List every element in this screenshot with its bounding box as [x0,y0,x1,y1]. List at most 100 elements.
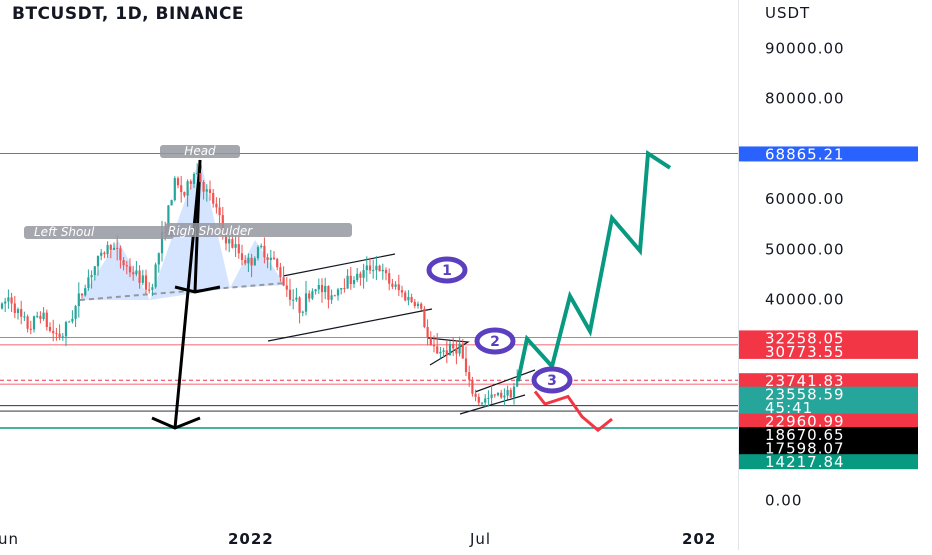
candle-body-8 [26,316,29,329]
candle-body-34 [109,245,112,250]
horizontal-levels [0,153,738,429]
price-marker-label-2: 30773.55 [765,343,845,361]
candlestick-series [0,163,519,408]
candle-body-123 [394,284,397,287]
candle-body-41 [132,272,135,275]
candle-body-144 [461,343,464,359]
candle-body-81 [260,245,263,248]
right-shoulder-label: Righ Shoulder [168,224,253,238]
candle-body-20 [64,322,68,337]
candle-body-125 [400,290,404,293]
candle-body-108 [346,275,349,289]
bearish-projection [533,390,613,433]
candle-body-31 [100,252,103,256]
candle-body-122 [391,283,394,287]
candle-body-26 [84,288,87,296]
candle-body-16 [52,330,55,334]
candle-body-86 [276,258,279,268]
candle-body-136 [436,346,439,354]
candle-body-29 [93,266,96,276]
candle-body-40 [128,266,132,273]
price-marker-box-5 [738,400,918,416]
price-marker-box-6 [738,413,918,429]
candle-body-5 [16,309,20,313]
candle-body-99 [317,285,320,290]
candle-body-36 [116,247,119,249]
candle-body-79 [253,258,256,266]
candle-body-30 [96,255,100,267]
time-axis[interactable]: un 2022 Jul 202 [0,530,716,548]
candle-body-119 [381,269,384,272]
candle-body-140 [448,343,452,356]
wave-3-label: 3 [547,373,557,389]
candle-body-57 [183,192,186,196]
candle-body-139 [445,350,448,356]
candle-body-92 [295,297,298,300]
y-tick-label-1: 40000.00 [765,291,845,309]
candle-body-82 [263,245,266,258]
price-marker-label-4: 23558.59 [765,386,845,404]
candle-body-7 [23,316,26,318]
candle-body-141 [452,343,455,349]
wave-1-label: 1 [442,263,452,279]
candle-body-56 [180,185,183,193]
candle-body-59 [189,181,192,184]
candle-body-88 [282,277,285,286]
measured-move-arrow [173,164,202,429]
candle-body-32 [103,252,106,255]
candle-body-143 [458,343,461,354]
candle-body-14 [45,312,48,328]
candle-body-115 [368,265,372,271]
candle-body-53 [170,200,173,206]
candle-body-148 [474,393,477,397]
y-tick-label-0: 0.00 [765,492,802,510]
head-label-box [160,145,240,158]
candle-body-157 [503,395,506,398]
price-marker-label-7: 18670.65 [765,426,845,444]
price-marker-label-3: 23741.83 [765,372,845,390]
price-marker-box-9 [738,454,918,470]
candle-body-137 [439,351,442,354]
candle-body-23 [74,306,77,319]
wave-3-badge [531,366,573,394]
candle-body-87 [279,267,282,278]
candle-body-54 [173,178,176,201]
y-tick-label-2: 50000.00 [765,240,845,258]
candle-body-66 [212,192,215,204]
candle-body-127 [407,296,410,301]
price-marker-box-1 [738,330,918,346]
candle-body-28 [90,275,93,278]
candle-body-110 [352,279,356,284]
pattern-labels: Head Left Shoul Righ Shoulder [24,144,352,239]
candle-body-63 [202,182,205,192]
candle-body-153 [490,394,493,399]
candle-body-38 [122,260,125,266]
candle-body-145 [464,358,468,373]
candle-body-83 [266,257,269,261]
rising-channel-upper [474,369,536,393]
price-axis[interactable]: 0.00 40000.00 50000.00 60000.00 80000.00 9000… [765,39,845,509]
head-projection-arrowhead [174,285,221,294]
left-shoulder-label: Left Shoul [34,225,95,239]
candle-body-118 [378,265,381,272]
candle-body-12 [39,315,42,320]
candle-body-94 [301,311,304,313]
price-marker-label-8: 17598.07 [765,440,845,458]
price-marker-label-9: 14217.84 [765,453,845,471]
x-tick-label-3: 202 [682,530,716,548]
right-shoulder-label-box [165,223,352,237]
candle-body-129 [413,301,416,307]
candle-body-33 [106,245,109,255]
candle-body-134 [429,337,432,345]
candle-body-68 [218,207,221,216]
candle-body-2 [7,297,10,302]
candle-body-1 [4,301,7,304]
candle-body-116 [372,270,375,272]
candle-body-124 [397,284,400,291]
candle-body-93 [298,297,301,313]
candle-body-132 [423,308,426,328]
candle-body-96 [308,293,311,299]
